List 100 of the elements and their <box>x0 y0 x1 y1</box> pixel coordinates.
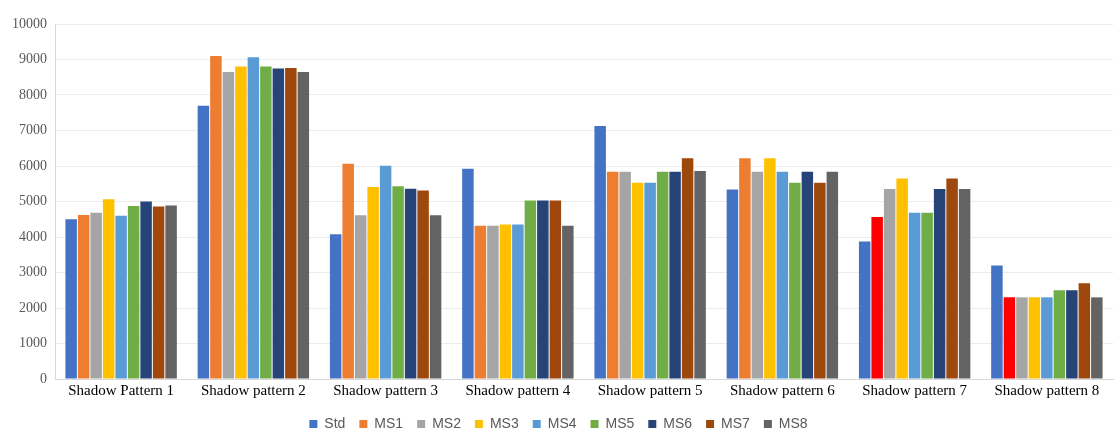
y-tick-label: 6000 <box>19 157 47 173</box>
bar <box>1041 297 1053 379</box>
bar <box>739 158 751 379</box>
bar <box>210 55 222 379</box>
bar <box>656 171 669 379</box>
bar <box>1028 297 1041 379</box>
bar <box>871 217 883 379</box>
x-tick-label: Shadow pattern 3 <box>333 381 439 398</box>
bar <box>562 225 574 379</box>
bar <box>65 219 77 379</box>
bar <box>908 212 921 379</box>
bar <box>801 171 814 379</box>
y-tick-label: 10000 <box>12 15 47 31</box>
bar <box>487 225 499 379</box>
bar <box>285 68 297 379</box>
bar <box>404 188 417 379</box>
bar <box>90 212 102 379</box>
bar <box>669 171 681 379</box>
y-tick-label: 7000 <box>19 122 47 138</box>
legend-label: MS2 <box>432 414 462 431</box>
bar <box>417 190 429 379</box>
bar <box>247 57 260 379</box>
bar <box>222 71 235 379</box>
bar <box>537 200 549 379</box>
bar <box>751 171 764 379</box>
bar <box>631 182 644 379</box>
y-tick-label: 3000 <box>19 264 47 280</box>
bar <box>594 125 606 379</box>
bar <box>392 186 404 379</box>
y-tick-label: 5000 <box>19 193 47 209</box>
bar <box>921 212 933 379</box>
bar <box>272 68 285 379</box>
bar <box>644 182 656 379</box>
x-tick-label: Shadow pattern 8 <box>994 381 1100 398</box>
bar <box>933 189 946 379</box>
bar <box>1016 297 1028 379</box>
bar <box>499 224 512 379</box>
bar <box>512 224 524 379</box>
bar <box>197 105 210 379</box>
legend-label: MS5 <box>605 414 635 431</box>
bar <box>681 158 694 379</box>
bar <box>549 200 562 379</box>
y-tick-label: 2000 <box>19 299 47 315</box>
bar <box>367 186 379 379</box>
bar <box>140 201 152 379</box>
bar <box>235 66 247 379</box>
legend-label: MS7 <box>721 414 751 431</box>
y-tick-label: 1000 <box>19 335 47 351</box>
bar <box>260 66 272 379</box>
bar <box>474 225 487 379</box>
bar <box>789 182 801 379</box>
bar <box>958 189 971 379</box>
bar <box>102 199 115 379</box>
bar <box>297 71 310 379</box>
bar <box>329 234 342 379</box>
bar <box>826 171 839 379</box>
bar <box>694 170 706 379</box>
bar <box>1003 297 1016 379</box>
bar <box>896 178 908 379</box>
legend-label: MS3 <box>489 414 519 431</box>
y-tick-label: 9000 <box>19 51 47 67</box>
bar <box>991 265 1003 379</box>
bar <box>354 215 367 379</box>
x-tick-label: Shadow pattern 5 <box>597 381 703 398</box>
bar <box>606 171 619 379</box>
bar <box>814 182 826 379</box>
x-tick-label: Shadow pattern 7 <box>862 381 968 398</box>
legend-label: MS1 <box>374 414 404 431</box>
bar <box>524 200 537 379</box>
x-tick-label: Shadow pattern 2 <box>200 381 306 398</box>
bar <box>152 206 165 379</box>
legend-label: MS8 <box>778 414 808 431</box>
x-tick-label: Shadow Pattern 1 <box>68 381 175 398</box>
bar <box>883 189 896 379</box>
y-tick-label: 4000 <box>19 228 47 244</box>
y-tick-label: 0 <box>40 370 47 386</box>
bar <box>462 168 474 379</box>
legend-label: MS4 <box>547 414 577 431</box>
x-tick-label: Shadow pattern 4 <box>465 381 571 398</box>
bar <box>764 158 776 379</box>
legend-label: MS6 <box>663 414 693 431</box>
x-tick-label: Shadow pattern 6 <box>729 381 836 398</box>
y-tick-label: 8000 <box>19 86 47 102</box>
bar <box>946 178 958 379</box>
bar <box>619 171 631 379</box>
bar <box>776 171 789 379</box>
bar <box>342 163 354 379</box>
bar <box>115 215 127 379</box>
bar <box>127 206 140 379</box>
bar <box>77 214 90 379</box>
bar <box>379 165 392 379</box>
bar <box>1066 290 1078 379</box>
bar <box>165 205 177 379</box>
bar <box>1078 283 1091 379</box>
bar <box>858 241 871 379</box>
bar <box>1053 290 1066 379</box>
bar <box>726 189 739 379</box>
legend-label: Std <box>324 414 346 431</box>
bar <box>429 215 442 379</box>
bar <box>1091 297 1103 379</box>
